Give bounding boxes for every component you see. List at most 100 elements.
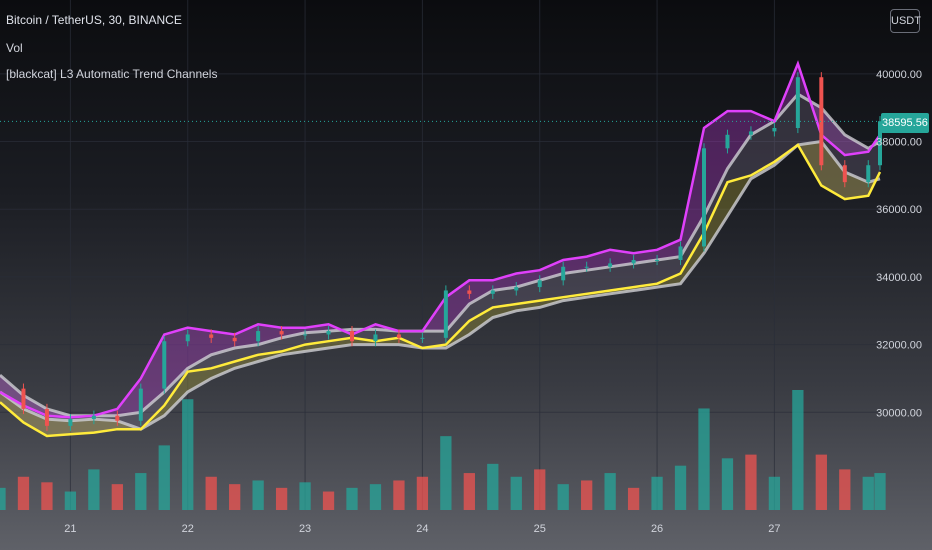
candle-body-13 bbox=[303, 334, 308, 336]
lower-band-line bbox=[0, 143, 882, 438]
time-tick-label-4: 25 bbox=[534, 523, 546, 535]
volume-bar-23 bbox=[534, 469, 546, 510]
volume-bar-35 bbox=[815, 454, 827, 510]
volume-bar-7 bbox=[158, 445, 170, 510]
candle-body-22 bbox=[514, 287, 519, 291]
volume-bar-31 bbox=[721, 458, 734, 510]
volume-bar-10 bbox=[229, 484, 241, 510]
candle-body-32 bbox=[748, 131, 753, 135]
currency-badge[interactable]: USDT bbox=[890, 9, 921, 33]
volume-bar-37 bbox=[862, 476, 874, 510]
volume-bar-24 bbox=[557, 484, 569, 510]
candle-body-26 bbox=[608, 263, 613, 267]
volume-bar-16 bbox=[369, 484, 382, 510]
volume-bar-27 bbox=[627, 487, 640, 510]
trend-channel-indicator-label[interactable]: [blackcat] L3 Automatic Trend Channels bbox=[6, 67, 218, 81]
candle-body-30 bbox=[702, 148, 706, 247]
volume-bar-15 bbox=[346, 487, 358, 510]
time-tick-label-3: 24 bbox=[416, 523, 428, 535]
volume-bar-28 bbox=[651, 476, 663, 510]
candle-body-23 bbox=[537, 280, 542, 288]
volume-bar-17 bbox=[393, 480, 405, 510]
volume-bar-9 bbox=[205, 476, 217, 510]
candle-body-21 bbox=[490, 290, 495, 294]
price-tick-label-2: 34000.00 bbox=[876, 272, 922, 284]
price-tick-label-1: 32000.00 bbox=[876, 340, 922, 352]
volume-bar-34 bbox=[792, 390, 804, 510]
candle-body-36 bbox=[842, 165, 847, 183]
volume-bar-1 bbox=[17, 476, 30, 510]
candle-body-28 bbox=[655, 260, 660, 261]
lowest-band-line bbox=[0, 139, 881, 431]
volume-bar-38 bbox=[874, 473, 886, 510]
candle-body-20 bbox=[467, 290, 472, 294]
volume-bar-8 bbox=[182, 399, 194, 510]
candle-body-37 bbox=[866, 165, 871, 183]
candle-body-29 bbox=[678, 246, 683, 260]
candle-body-5 bbox=[115, 415, 120, 421]
time-tick-label-6: 27 bbox=[768, 523, 780, 535]
price-tick-label-5: 40000.00 bbox=[876, 69, 922, 81]
candle-body-18 bbox=[420, 337, 425, 339]
volume-bar-25 bbox=[581, 480, 593, 510]
volume-bar-14 bbox=[322, 491, 335, 510]
volume-bars bbox=[0, 390, 886, 510]
price-tick-label-0: 30000.00 bbox=[876, 407, 922, 419]
volume-bar-29 bbox=[674, 465, 687, 510]
candle-body-11 bbox=[256, 331, 261, 342]
candle-body-38 bbox=[878, 121, 882, 166]
candle-body-35 bbox=[819, 77, 824, 166]
volume-bar-3 bbox=[64, 491, 77, 510]
candle-body-4 bbox=[91, 415, 96, 420]
candle-body-33 bbox=[772, 128, 777, 132]
symbol-title[interactable]: Bitcoin / TetherUS, 30, BINANCE bbox=[6, 13, 182, 27]
candle-body-31 bbox=[725, 134, 730, 149]
candle-body-34 bbox=[795, 77, 800, 128]
time-tick-label-5: 26 bbox=[651, 523, 663, 535]
time-axis: 21 22 23 24 25 26 27 bbox=[64, 523, 780, 535]
candle-body-6 bbox=[138, 388, 143, 421]
trend-channel-bands bbox=[0, 60, 882, 438]
volume-bar-0 bbox=[0, 487, 6, 510]
candle-body-8 bbox=[185, 334, 190, 342]
price-tick-label-4: 38000.00 bbox=[876, 137, 922, 149]
candle-body-9 bbox=[209, 334, 214, 338]
volume-bar-21 bbox=[487, 463, 499, 510]
candle-body-10 bbox=[232, 337, 237, 342]
volume-bar-11 bbox=[252, 480, 264, 510]
volume-bar-20 bbox=[463, 473, 475, 510]
price-series bbox=[21, 72, 882, 431]
middle-band-fill bbox=[0, 94, 880, 436]
volume-bar-36 bbox=[839, 469, 851, 510]
candle-body-15 bbox=[350, 331, 354, 342]
volume-bar-4 bbox=[88, 469, 100, 510]
candle-body-24 bbox=[561, 266, 566, 281]
volume-bar-6 bbox=[135, 473, 147, 510]
candle-body-27 bbox=[631, 260, 636, 264]
volume-bar-13 bbox=[299, 482, 311, 510]
candle-body-14 bbox=[326, 331, 331, 335]
volume-bar-5 bbox=[111, 484, 123, 510]
volume-indicator-label[interactable]: Vol bbox=[6, 41, 23, 55]
time-tick-label-0: 21 bbox=[64, 523, 76, 535]
price-tick-label-3: 36000.00 bbox=[876, 204, 922, 216]
candle-body-1 bbox=[21, 388, 26, 409]
volume-bar-19 bbox=[440, 436, 452, 510]
candle-body-19 bbox=[443, 290, 448, 338]
candle-body-2 bbox=[44, 408, 49, 426]
volume-bar-33 bbox=[768, 476, 781, 510]
volume-bar-18 bbox=[416, 476, 429, 510]
candle-body-17 bbox=[396, 334, 401, 338]
volume-bar-22 bbox=[510, 476, 522, 510]
candle-body-25 bbox=[584, 266, 589, 268]
volume-bar-32 bbox=[745, 454, 757, 510]
chart-grid bbox=[0, 0, 880, 510]
candle-body-12 bbox=[279, 331, 284, 335]
volume-bar-30 bbox=[698, 408, 710, 510]
candle-body-16 bbox=[373, 334, 378, 342]
candle-body-7 bbox=[162, 341, 167, 389]
price-axis: 30000.00 32000.00 34000.00 36000.00 38000.00… bbox=[876, 69, 922, 419]
last-price-tag: 38595.56 bbox=[881, 113, 929, 133]
volume-bar-2 bbox=[41, 482, 53, 510]
